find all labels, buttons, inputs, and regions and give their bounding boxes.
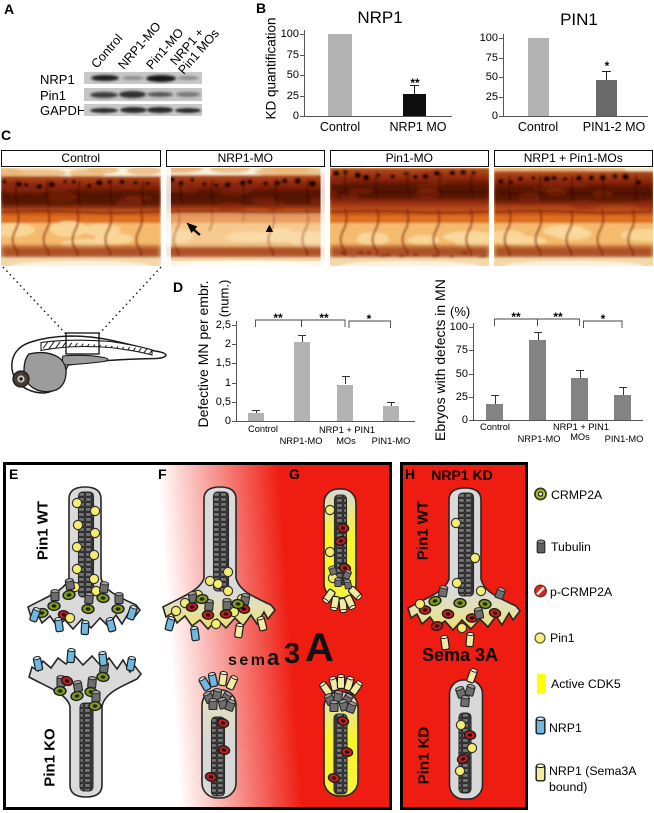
- svg-text:**: **: [511, 312, 521, 324]
- svg-text:*: *: [601, 312, 606, 326]
- svg-text:**: **: [553, 312, 563, 324]
- svg-text:*: *: [367, 312, 372, 326]
- svg-text:**: **: [273, 312, 283, 325]
- svg-text:**: **: [319, 312, 329, 325]
